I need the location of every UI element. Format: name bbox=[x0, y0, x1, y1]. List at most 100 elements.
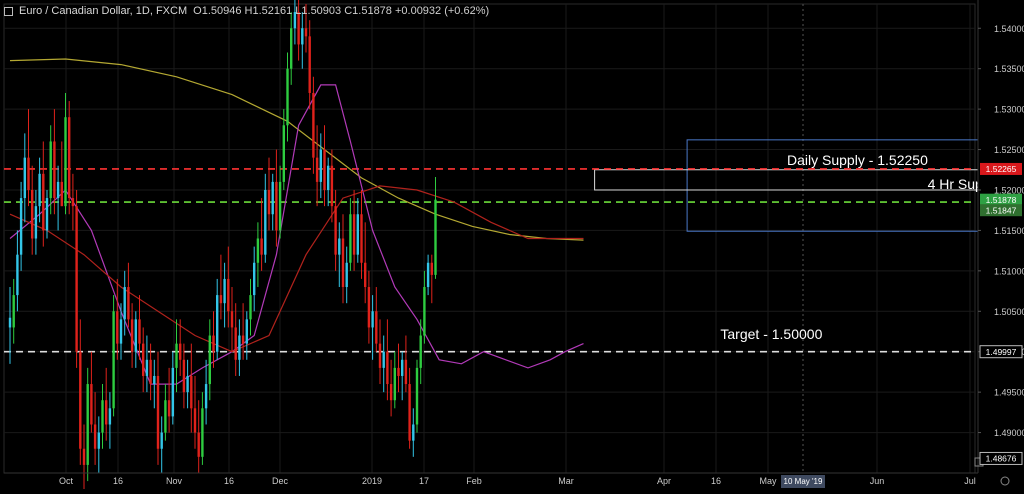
candle bbox=[338, 238, 341, 255]
candle bbox=[378, 343, 382, 368]
candle bbox=[179, 343, 182, 360]
candle bbox=[389, 384, 393, 401]
candle bbox=[234, 327, 237, 360]
candle bbox=[197, 432, 200, 457]
candle bbox=[404, 359, 408, 385]
candle bbox=[227, 278, 230, 312]
candle bbox=[356, 214, 359, 255]
y-tick-label: 1.53500 bbox=[994, 64, 1024, 74]
candle bbox=[330, 165, 334, 207]
candle bbox=[186, 375, 189, 393]
candle bbox=[49, 141, 52, 199]
candle bbox=[182, 359, 186, 393]
candle bbox=[119, 319, 123, 344]
candle bbox=[382, 351, 385, 368]
symbol-title[interactable]: Euro / Canadian Dollar, 1D, FXCM bbox=[19, 5, 188, 17]
candle bbox=[426, 262, 430, 288]
x-tick-label: Jun bbox=[870, 476, 885, 486]
candle bbox=[101, 400, 104, 433]
y-tick-label: 1.54000 bbox=[994, 24, 1024, 34]
ohlc-readout: O1.50946 H1.52161 L1.50903 C1.51878 +0.0… bbox=[193, 5, 490, 17]
ma-line bbox=[9, 58, 584, 241]
candle bbox=[434, 199, 437, 275]
candle bbox=[393, 367, 396, 401]
moving-averages bbox=[9, 58, 584, 385]
candle bbox=[419, 335, 422, 368]
y-tick-label: 1.50500 bbox=[994, 307, 1024, 317]
price-tag-label: 1.51878 bbox=[986, 195, 1017, 205]
candle bbox=[190, 375, 193, 409]
x-tick-label: Apr bbox=[657, 476, 671, 486]
candle bbox=[260, 238, 263, 255]
candle bbox=[45, 198, 49, 231]
candle bbox=[412, 424, 415, 441]
candle bbox=[38, 173, 41, 207]
candle bbox=[319, 149, 322, 182]
candle bbox=[301, 28, 304, 45]
x-tick-label: Oct bbox=[59, 476, 74, 486]
candle bbox=[149, 359, 152, 385]
settings-icon bbox=[1000, 476, 1010, 486]
candle bbox=[256, 238, 260, 263]
candle bbox=[349, 214, 352, 263]
candle bbox=[145, 359, 149, 376]
candle bbox=[19, 198, 23, 255]
chart-header: Euro / Canadian Dollar, 1D, FXCM O1.5094… bbox=[4, 3, 489, 19]
x-tick-label: 16 bbox=[224, 476, 234, 486]
candle bbox=[56, 181, 60, 199]
x-tick-label: 16 bbox=[113, 476, 123, 486]
candle bbox=[401, 359, 404, 376]
plot-frame bbox=[3, 3, 976, 474]
candle bbox=[216, 295, 219, 352]
candle bbox=[97, 432, 100, 449]
candle bbox=[308, 36, 311, 93]
candle bbox=[8, 317, 12, 328]
candle bbox=[160, 432, 163, 449]
candle bbox=[105, 400, 108, 425]
candle bbox=[327, 165, 330, 190]
candle bbox=[71, 198, 75, 207]
candle bbox=[249, 295, 252, 320]
candle bbox=[230, 311, 234, 328]
candle bbox=[386, 351, 389, 385]
candle bbox=[208, 335, 211, 385]
candle bbox=[212, 335, 215, 352]
candle bbox=[201, 408, 204, 457]
candle bbox=[68, 117, 71, 199]
y-tick-label: 1.49500 bbox=[994, 388, 1024, 398]
y-tick-label: 1.51000 bbox=[994, 266, 1024, 276]
candle bbox=[93, 424, 97, 449]
candle bbox=[16, 254, 19, 296]
candle bbox=[167, 400, 171, 417]
x-axis: Oct 16 Nov 16 Dec 2019 17 Feb Mar Apr 16 May Jun Jul 1… bbox=[4, 457, 1010, 488]
candle bbox=[193, 408, 197, 433]
y-tick-label: 1.52500 bbox=[994, 145, 1024, 155]
x-tick-label: Jul bbox=[964, 476, 976, 486]
x-tick-label: 16 bbox=[711, 476, 721, 486]
candle bbox=[253, 262, 256, 296]
annotation-label: Target - 1.50000 bbox=[720, 326, 822, 342]
candle bbox=[86, 384, 89, 465]
candle bbox=[164, 400, 167, 433]
candle bbox=[341, 238, 345, 288]
y-tick-label: 1.53000 bbox=[994, 105, 1024, 115]
candles bbox=[8, 0, 437, 490]
candle bbox=[60, 181, 63, 207]
candle bbox=[345, 262, 348, 288]
collapse-icon[interactable] bbox=[4, 6, 13, 16]
x-tick-label: Nov bbox=[166, 476, 183, 486]
candle bbox=[79, 351, 82, 449]
candle bbox=[204, 384, 208, 409]
candle bbox=[175, 343, 178, 368]
candle bbox=[364, 262, 367, 288]
outer-zone bbox=[686, 139, 1024, 232]
candle bbox=[334, 206, 337, 255]
candle bbox=[278, 181, 282, 231]
candle bbox=[286, 68, 289, 126]
candle bbox=[290, 28, 293, 69]
x-tick-label: Dec bbox=[272, 476, 289, 486]
x-tick-label: Feb bbox=[466, 476, 482, 486]
